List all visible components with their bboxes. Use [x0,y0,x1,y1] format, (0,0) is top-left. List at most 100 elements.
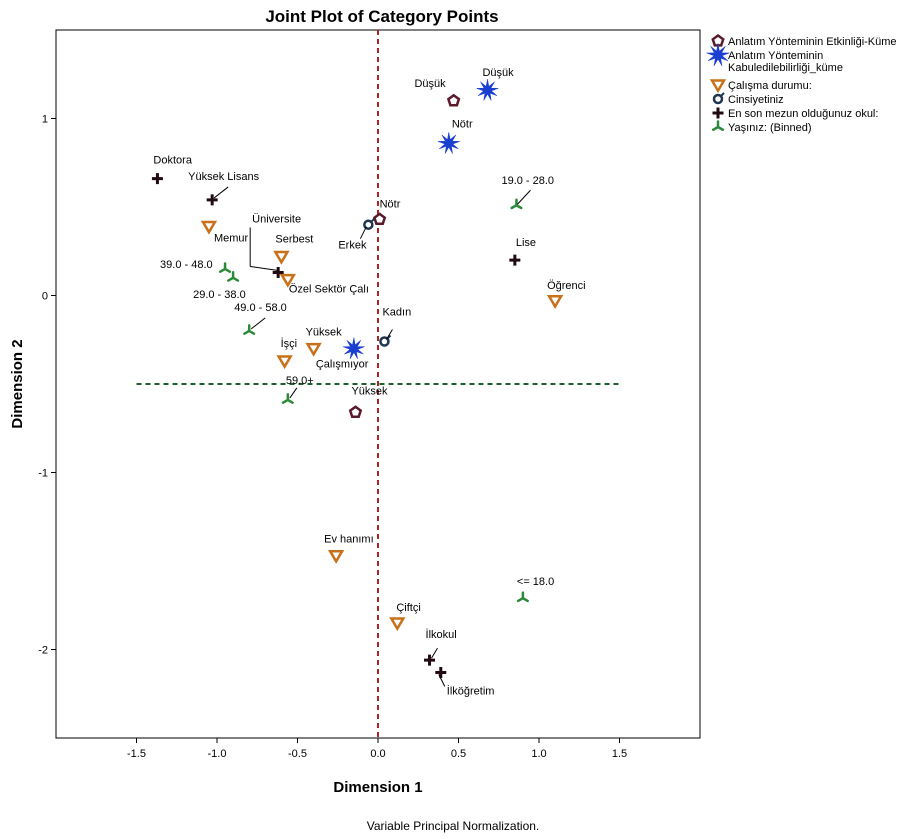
data-point-marker [327,549,345,564]
data-point-label: İlkokul [426,628,457,641]
data-point-label: 59.0+ [286,375,314,387]
reference-lines [136,30,620,738]
x-tick-label: -0.5 [288,748,307,760]
chart-title: Joint Plot of Category Points [265,7,498,26]
data-point-marker [281,393,294,404]
data-point-marker [243,324,256,335]
label-leader-line [438,674,446,687]
data-point-label: 19.0 - 28.0 [501,175,554,187]
data-point-label: Üniversite [252,213,301,225]
y-tick-label: -2 [38,645,48,657]
legend-marker [712,92,725,105]
data-point-label: <= 18.0 [517,576,554,588]
data-point-marker [206,194,218,206]
data-point-marker [476,79,499,101]
legend-label: Anlatım Yönteminin [728,50,823,62]
data-point-label: Yüksek [351,385,388,397]
data-point-marker [389,617,406,632]
legend-label: Çalışma durumu: [728,80,812,92]
legend-marker [709,79,727,94]
data-point-label: Erkek [338,240,367,252]
legend-marker [711,120,725,131]
legend-marker [712,107,724,119]
data-point-label: Ev hanımı [324,534,374,546]
data-point-label: Doktora [153,155,192,167]
ring-circle [712,93,724,105]
data-point-marker [272,266,284,278]
legend-item: Anlatım Yönteminin Etkinliği-Küme [711,33,897,48]
data-point-label: Nötr [452,118,473,130]
ring-stem [719,92,725,98]
legend-item: Anlatım YöntemininKabuledilebilirliği_kü… [706,43,843,74]
data-point-marker [446,93,461,107]
legend: Anlatım Yönteminin Etkinliği-KümeAnlatım… [706,33,897,134]
legend-item: Yaşınız: (Binned) [711,120,812,134]
data-point-label: Düşük [482,67,514,79]
data-point-marker [219,262,232,273]
data-point-label: Öğrenci [547,280,586,292]
axis-ticks: -1.5 -1.0 -0.5 0.0 0.5 1.0 1.5 -2 -1 0 1 [38,114,627,761]
x-axis-title: Dimension 1 [333,779,422,796]
data-point-label: İşçi [281,337,298,350]
data-point-marker [342,337,365,360]
label-leader-line [250,317,266,330]
data-point-marker [151,173,163,185]
label-leader-line [431,647,438,659]
x-tick-label: -1.0 [208,748,227,760]
data-point-label: Çiftçi [396,602,420,614]
data-point-marker [279,273,297,288]
data-point-label: Nötr [380,198,401,210]
footnote: Variable Principal Normalization. [367,819,540,833]
data-point-label: Lise [516,237,536,249]
data-point-label: Özel Sektör Çalı [289,284,369,296]
x-tick-label: 0.0 [370,748,385,760]
y-axis-title: Dimension 2 [9,339,26,428]
legend-label: En son mezun olduğunuz okul: [728,108,878,120]
legend-label: Cinsiyetiniz [728,94,784,106]
data-point-marker [424,654,436,666]
data-point-marker [435,667,447,679]
data-point-marker [305,342,322,357]
ring-stem [370,217,376,223]
data-point-marker [276,355,293,370]
data-point-marker [200,220,218,235]
data-point-marker [509,254,521,266]
data-point-label: 39.0 - 48.0 [160,259,213,271]
data-point-marker [273,250,290,265]
point-labels: Düşük Nötr Yüksek Düşük Nötr Çalışmıyor Memur S… [153,67,585,697]
data-point-marker [227,271,240,282]
data-point-marker [437,132,460,154]
x-tick-label: 1.0 [531,748,546,760]
data-point-marker [372,212,387,226]
label-leader-line [289,387,298,399]
data-point-marker [379,334,392,347]
data-point-label: Memur [214,232,249,244]
legend-label: Anlatım Yönteminin Etkinliği-Küme [728,36,897,48]
label-leader-line [359,226,367,239]
data-point-label: 49.0 - 58.0 [234,302,287,314]
y-tick-label: -1 [38,468,48,480]
data-point-marker [510,198,523,210]
data-points [151,79,564,679]
data-point-marker [546,295,564,309]
data-point-label: Serbest [275,234,313,246]
data-point-marker [348,405,363,419]
data-point-label: Yüksek [306,327,343,339]
data-point-label: Kadın [382,307,411,319]
legend-item: En son mezun olduğunuz okul: [712,107,878,120]
legend-label: Yaşınız: (Binned) [728,122,812,134]
data-point-label: Çalışmıyor [316,359,369,371]
label-leader-line [213,186,229,199]
legend-item: Çalışma durumu: [709,79,812,94]
data-point-label: İlköğretim [447,685,495,698]
legend-label-line2: Kabuledilebilirliği_küme [728,62,843,74]
data-point-label: Düşük [414,78,446,90]
label-leader-line [517,189,531,205]
x-tick-label: 1.5 [612,748,627,760]
x-tick-label: 0.5 [451,748,466,760]
label-leaders [213,186,531,687]
data-point-label: 29.0 - 38.0 [193,289,246,301]
y-tick-label: 0 [42,291,48,303]
data-point-label: Yüksek Lisans [188,171,259,183]
y-tick-label: 1 [42,114,48,126]
